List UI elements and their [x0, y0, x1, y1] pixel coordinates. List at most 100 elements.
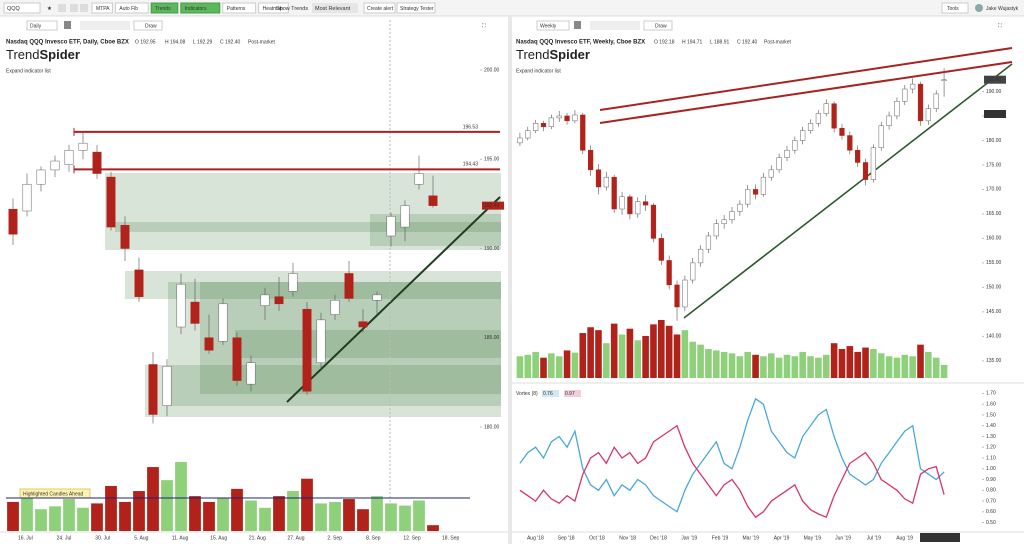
y-tick-label: 150.00 — [986, 285, 1002, 291]
trend-line — [286, 196, 501, 403]
x-tick-label: Jan '19 — [681, 535, 697, 541]
toolbar-button[interactable] — [222, 2, 257, 14]
draw[interactable]: Draw — [655, 23, 667, 29]
toolbar-button-label[interactable]: Indicators — [185, 6, 207, 12]
candle-body — [878, 125, 884, 149]
draw-button[interactable] — [133, 20, 163, 31]
plots: 180.00 185.00 190.00 195.00 200.00 16. Jul 24.… — [6, 67, 1006, 542]
price-tag-label: 192.40 — [484, 203, 500, 209]
candle-body — [784, 149, 790, 158]
avatar[interactable] — [975, 4, 983, 12]
toolbar-button[interactable] — [150, 2, 179, 14]
draw-button[interactable] — [643, 20, 673, 31]
relevance[interactable]: Most Relevant — [315, 6, 351, 12]
user-name[interactable]: Jake Wujastyk — [986, 6, 1019, 12]
toolbar-button-label[interactable]: Auto Fib — [119, 6, 138, 12]
volume-bar — [540, 357, 547, 378]
x-tick-label: 12. Sep — [403, 535, 420, 541]
volume-bar — [385, 503, 397, 531]
icon[interactable] — [70, 4, 78, 12]
x-tick-label: Aug '19 — [896, 535, 913, 541]
icon[interactable] — [64, 21, 71, 29]
volume-bar — [940, 364, 948, 378]
volume-bar — [571, 352, 579, 378]
toolbar-button-label[interactable]: Patterns — [227, 6, 246, 12]
volume-bar — [815, 357, 822, 378]
tools[interactable]: Tools — [947, 6, 959, 12]
logo-a: Trend — [6, 47, 39, 62]
volume-bar — [712, 350, 720, 378]
candle-body — [752, 189, 759, 195]
star-icon[interactable]: ★ — [47, 5, 52, 12]
toolbar-button[interactable] — [91, 2, 113, 14]
volume-bar — [343, 499, 355, 531]
toolbar-button[interactable] — [180, 2, 221, 14]
volume-bar — [610, 323, 618, 378]
toolbar-button[interactable] — [258, 2, 289, 14]
fullscreen-icon[interactable]: ⛶ — [482, 22, 486, 29]
fullscreen-icon[interactable]: ⛶ — [998, 22, 1002, 29]
icon[interactable] — [58, 4, 66, 12]
create-alert[interactable]: Create alert — [367, 6, 394, 12]
icon[interactable] — [574, 21, 581, 29]
toolbar-button-label[interactable]: MTPA — [96, 6, 110, 12]
tester-button[interactable] — [396, 2, 436, 14]
toolbar-button-label[interactable]: Heatmap — [263, 6, 284, 12]
price-tag — [482, 201, 504, 210]
volume-bar — [555, 356, 563, 378]
tools-button[interactable] — [941, 2, 969, 14]
volume-bar — [689, 341, 697, 378]
zone — [115, 222, 501, 232]
candle-body — [925, 108, 931, 122]
volume-bar — [901, 354, 909, 378]
toolbar-button[interactable] — [114, 2, 149, 14]
ohlc-close: C 192.40 — [737, 39, 758, 45]
x-tick-label: Jul '19 — [867, 535, 882, 541]
volume-bar — [524, 354, 532, 378]
candle-body — [218, 303, 228, 342]
candle-body — [36, 169, 46, 185]
tool-icons[interactable] — [80, 21, 130, 30]
strategy-tester[interactable]: Strategy Tester — [400, 6, 434, 12]
symbol-box[interactable] — [3, 2, 41, 14]
indicator-line — [519, 397, 945, 513]
volume-bar — [357, 509, 369, 531]
volume-bar — [259, 507, 271, 531]
y-tick-label: 0.80 — [986, 488, 996, 494]
candle-body — [525, 130, 531, 139]
interval-box[interactable] — [26, 20, 58, 31]
x-tick-label: 5. Aug — [134, 535, 148, 541]
volume-bar — [681, 330, 689, 378]
candle-body — [603, 176, 609, 188]
candle-body — [78, 142, 88, 151]
interval-box[interactable] — [536, 20, 570, 31]
volume-bar — [642, 335, 649, 378]
dropdown[interactable] — [312, 3, 358, 13]
channel-line — [599, 61, 1013, 124]
expand-indicators[interactable]: Expand indicator list — [516, 68, 561, 74]
volume-bar — [203, 501, 215, 531]
volume-bar — [603, 343, 610, 378]
volume-bar — [673, 334, 681, 378]
candle-body — [831, 103, 837, 129]
y-tick-label: 0.70 — [986, 498, 996, 504]
y-tick-label: 0.90 — [986, 477, 996, 483]
interval[interactable]: Daily — [30, 23, 42, 29]
candle-body — [120, 225, 130, 249]
toolbar-button-label[interactable]: Trends — [155, 6, 171, 12]
volume-bar — [658, 320, 665, 378]
icon[interactable] — [80, 4, 88, 12]
show-trends[interactable]: Show Trends — [276, 6, 308, 12]
tool-icons[interactable] — [590, 21, 640, 30]
expand-indicators[interactable]: Expand indicator list — [6, 68, 51, 74]
volume-bar — [91, 503, 103, 531]
x-tick-label: 8. Sep — [366, 535, 381, 541]
ohlc-low: L 188.91 — [710, 39, 729, 45]
interval[interactable]: Weekly — [540, 23, 557, 29]
y-tick-label: 145.00 — [986, 309, 1002, 315]
alert-button[interactable] — [363, 2, 396, 14]
ohlc-close: C 192.40 — [220, 39, 241, 45]
draw[interactable]: Draw — [145, 23, 157, 29]
symbol[interactable]: QQQ — [7, 6, 21, 12]
